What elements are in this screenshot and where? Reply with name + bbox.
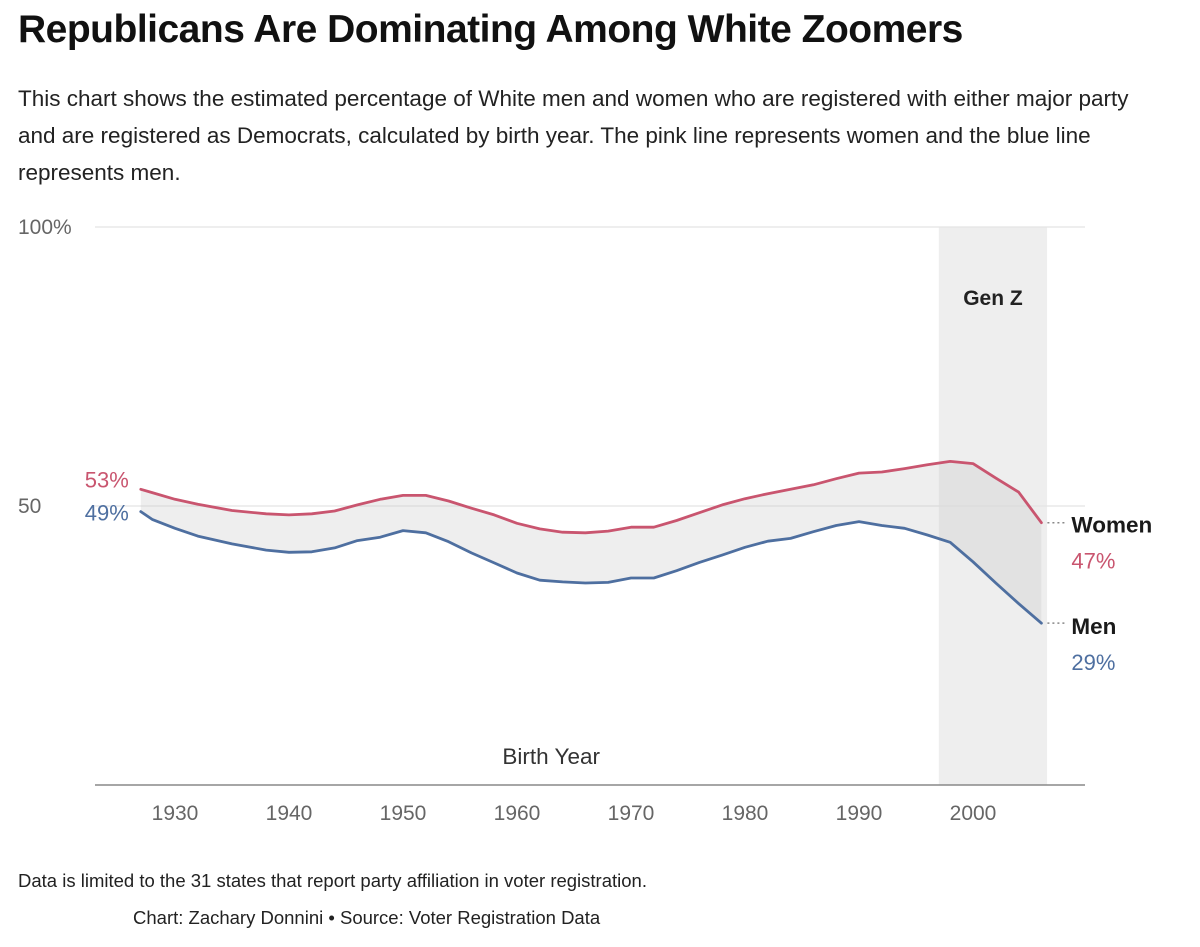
x-tick-label-2000: 2000	[950, 802, 997, 825]
x-tick-label-1960: 1960	[494, 802, 541, 825]
chart-subtitle: This chart shows the estimated percentag…	[18, 86, 1129, 185]
x-tick-label-1980: 1980	[722, 802, 769, 825]
gap-area	[140, 461, 1042, 624]
gen-z-label: Gen Z	[963, 287, 1023, 310]
end-name-label-men: Men	[1071, 614, 1116, 639]
x-tick-label-1970: 1970	[608, 802, 655, 825]
series-line-men	[139, 510, 1043, 625]
x-tick-label-1930: 1930	[152, 802, 199, 825]
end-value-label-women: 47%	[1071, 549, 1115, 574]
x-tick-label-1990: 1990	[836, 802, 883, 825]
chart-credit: Chart: Zachary Donnini • Source: Voter R…	[133, 907, 601, 928]
x-tick-label-1940: 1940	[266, 802, 313, 825]
chart-title: Republicans Are Dominating Among White Z…	[18, 8, 963, 51]
end-value-label-men: 29%	[1071, 650, 1115, 675]
end-name-label-women: Women	[1071, 513, 1152, 538]
y-tick-label: 50	[18, 495, 41, 518]
line-chart: Gen Z 100% 50 53% Women 47% 49% Men 29% 1930 1940 1…	[18, 216, 1152, 825]
y-tick-label: 100%	[18, 216, 72, 239]
start-value-label-men: 49%	[85, 501, 129, 526]
x-axis-title: Birth Year	[502, 744, 600, 769]
start-value-label-women: 53%	[85, 467, 129, 492]
x-tick-label-1950: 1950	[380, 802, 427, 825]
footnote: Data is limited to the 31 states that re…	[18, 870, 647, 891]
series-line-women	[139, 460, 1043, 535]
